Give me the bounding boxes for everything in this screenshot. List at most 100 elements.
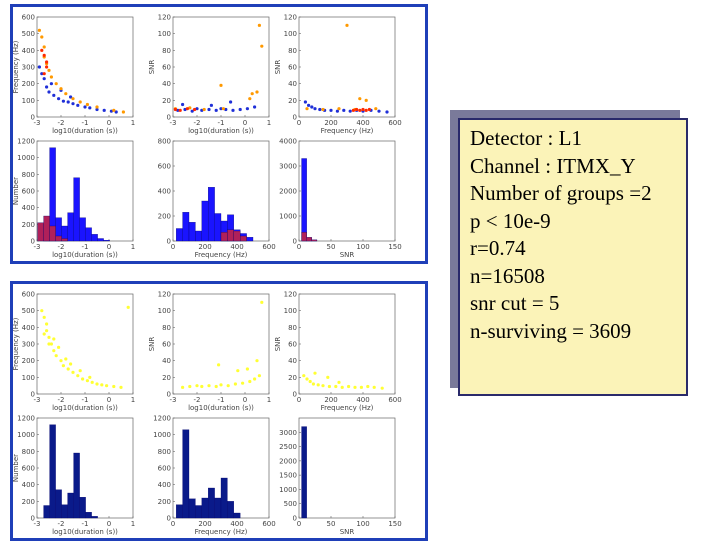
x-axis-label: SNR (340, 251, 355, 259)
histogram-bar (61, 504, 68, 519)
scatter-point (45, 322, 49, 326)
y-tick-label: 3000 (279, 429, 297, 437)
scatter-point (40, 48, 44, 52)
scatter-point (61, 99, 65, 103)
plot-bottom-row2-col2: 0 200 400 600 0 200 400 600 800 1000 1200 Frequency… (153, 415, 276, 537)
scatter-point (260, 300, 264, 304)
y-tick-label: 40 (162, 357, 171, 365)
y-tick-label: 120 (284, 291, 297, 299)
x-tick-label: 0 (107, 396, 111, 404)
scatter-point (305, 107, 309, 111)
scatter-point (95, 382, 99, 386)
scatter-point (49, 82, 54, 86)
scatter-point (85, 102, 89, 107)
histogram-bar (73, 177, 80, 242)
x-tick-label: 1 (131, 243, 135, 251)
plot-top-row2-col1: -3 -2 -1 0 1 0 200 400 600 800 1000 1200 log10(durat… (13, 138, 135, 260)
x-tick-label: 400 (230, 243, 243, 251)
scatter-point (217, 363, 221, 367)
y-tick-label: 600 (22, 291, 35, 299)
scatter-point (57, 97, 61, 101)
histogram-bar (182, 429, 190, 519)
scatter-point (361, 107, 365, 112)
scatter-point (260, 44, 264, 48)
histogram-bar (214, 497, 222, 519)
y-tick-label: 1000 (279, 486, 297, 494)
y-tick-label: 40 (288, 80, 297, 88)
x-axis-label: log10(duration (s)) (188, 404, 254, 412)
y-axis-label: SNR (274, 337, 282, 352)
scatter-point (71, 97, 75, 101)
x-tick-label: -1 (218, 119, 225, 127)
histogram-bar (43, 215, 50, 242)
y-tick-label: 40 (288, 357, 297, 365)
scatter-point (200, 108, 204, 112)
scatter-point (59, 87, 63, 91)
y-tick-label: 600 (158, 465, 171, 473)
y-tick-label: 0 (31, 515, 35, 523)
x-axis-label: Frequency (Hz) (321, 404, 374, 412)
y-tick-label: 80 (288, 47, 297, 55)
histogram-bar (67, 212, 74, 242)
y-tick-label: 0 (293, 515, 297, 523)
scatter-point (253, 377, 257, 381)
scatter-point (47, 90, 51, 94)
scatter-point (313, 107, 317, 111)
x-tick-label: -1 (82, 119, 89, 127)
y-tick-label: 4000 (279, 138, 297, 146)
scatter-point (257, 23, 261, 27)
plot-top-row2-col3: 0 50 100 150 0 1000 2000 3000 4000 SNR (279, 138, 402, 260)
histogram-bar (246, 237, 254, 242)
scatter-point (40, 72, 44, 76)
x-tick-label: 200 (324, 119, 337, 127)
info-line-p-value: p < 10e-9 (470, 208, 551, 233)
y-tick-label: 80 (162, 47, 171, 55)
y-tick-label: 600 (22, 465, 35, 473)
histogram-bar (220, 232, 228, 242)
scatter-point (248, 379, 252, 384)
scatter-point (52, 337, 56, 341)
histogram-bar (67, 492, 74, 519)
histogram-bar (91, 234, 98, 242)
scatter-point (66, 100, 70, 104)
y-tick-label: 400 (22, 47, 35, 55)
histogram-bar (49, 225, 56, 242)
y-tick-label: 60 (288, 64, 297, 72)
scatter-point (364, 98, 368, 102)
scatter-point (45, 85, 49, 89)
y-tick-label: 3000 (279, 163, 297, 171)
x-tick-label: -3 (34, 243, 41, 251)
y-tick-label: 400 (158, 188, 171, 196)
bottom-plots-svg: -3 -2 -1 0 10100200300400500600log10(duratio… (13, 291, 402, 537)
histogram-bar (301, 232, 307, 242)
y-axis-label: SNR (274, 60, 282, 75)
y-tick-label: 0 (31, 114, 35, 122)
scatter-point (207, 107, 211, 112)
scatter-point (47, 342, 51, 346)
y-tick-label: 0 (167, 515, 171, 523)
histogram-bar (214, 213, 222, 242)
scatter-point (71, 102, 75, 106)
x-tick-label: -3 (34, 520, 41, 528)
x-tick-label: 200 (198, 520, 211, 528)
histogram-bar (233, 230, 241, 242)
x-tick-label: 600 (262, 520, 275, 528)
y-tick-label: 1500 (279, 472, 297, 480)
scatter-point (57, 345, 61, 349)
info-line-channel: Channel : ITMX_Y (470, 153, 636, 178)
histogram-bar (55, 235, 62, 242)
info-line-snr-cut: snr cut = 5 (470, 291, 560, 315)
y-tick-label: 200 (22, 80, 35, 88)
info-line-r: r=0.74 (470, 236, 526, 260)
scatter-point (345, 23, 349, 27)
scatter-point (229, 100, 233, 104)
scatter-point (219, 383, 223, 387)
x-tick-label: 0 (243, 119, 247, 127)
scatter-point (114, 110, 118, 114)
y-tick-label: 300 (22, 64, 35, 72)
scatter-point (69, 95, 73, 99)
y-tick-label: 1200 (153, 415, 171, 423)
x-axis-label: Frequency (Hz) (321, 127, 374, 135)
scatter-point (119, 385, 123, 389)
x-axis-label: log10(duration (s)) (188, 127, 254, 135)
